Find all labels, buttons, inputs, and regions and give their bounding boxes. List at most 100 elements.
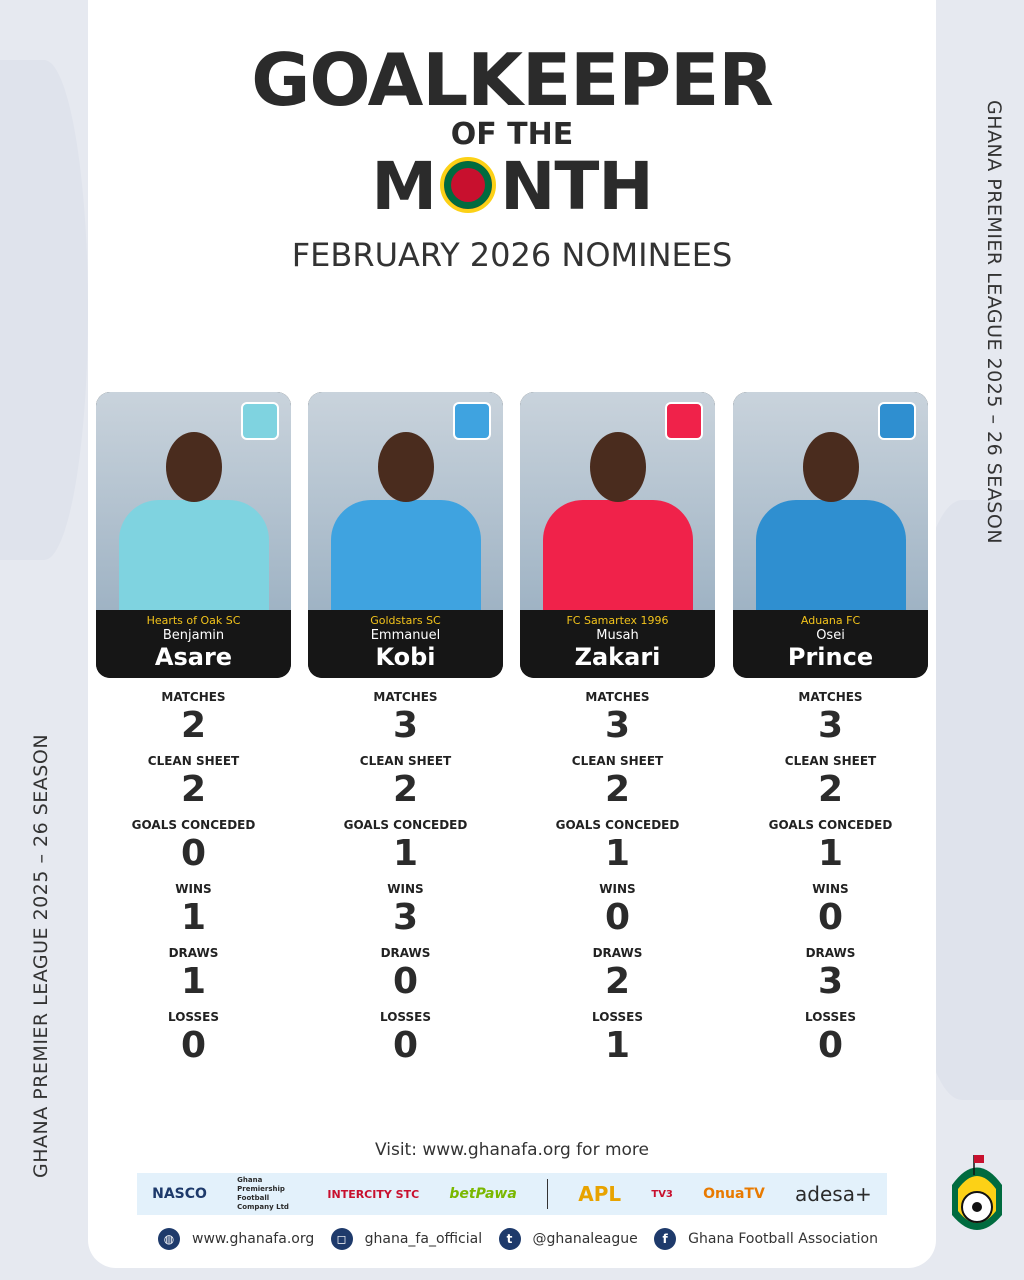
twitter-icon: t [498,1228,521,1250]
player-first-name: Osei [816,628,845,643]
social-twitter[interactable]: t @ghanaleague [498,1228,638,1250]
stat-value: 0 [180,1025,207,1066]
stat-label: WINS [387,882,424,896]
gfa-logo [952,1155,1002,1230]
stat-value: 0 [817,1025,844,1066]
sponsor-onua: OnuaTV [703,1186,765,1202]
stat-value: 2 [604,961,631,1002]
sponsor-betpawa: betPawa [449,1186,517,1202]
stat-value: 1 [604,1025,631,1066]
stat-label: MATCHES [798,690,863,704]
globe-icon: ◍ [158,1228,180,1250]
stat-value: 1 [392,833,419,874]
stat-label: DRAWS [168,946,219,960]
stat-label: GOALS CONCEDED [768,818,893,832]
subtitle: FEBRUARY 2026 NOMINEES [291,236,733,274]
player-head [589,432,646,502]
player-photo [308,392,503,610]
gpl-crest-icon [440,157,497,213]
nominee-card: FC Samartex 1996 Musah Zakari [520,392,715,678]
sponsor-gpl: Ghana Premiership Football Company Ltd [237,1176,289,1211]
player-photo [520,392,715,610]
player-first-name: Benjamin [162,628,225,643]
club-name: Hearts of Oak SC [146,614,241,627]
stat-label: CLEAN SHEET [359,754,452,768]
social-links: ◍ www.ghanafa.org ◻ ghana_fa_official t @gh… [158,1228,878,1250]
stat-label: GOALS CONCEDED [343,818,468,832]
player-photo [733,392,928,610]
club-logo-icon [665,402,703,440]
stat-value: 2 [180,769,207,810]
sponsor-adesa: adesa+ [795,1182,872,1206]
instagram-icon: ◻ [330,1228,353,1250]
stat-label: LOSSES [591,1010,643,1024]
stat-value: 2 [604,769,631,810]
stat-label: WINS [599,882,636,896]
player-first-name: Emmanuel [370,628,441,643]
club-name: FC Samartex 1996 [566,614,669,627]
stat-value: 3 [817,705,844,746]
title-of-the: OF THE [450,117,574,152]
stat-label: DRAWS [592,946,643,960]
club-logo-icon [241,402,279,440]
stat-label: LOSSES [804,1010,856,1024]
sponsor-tv3: TV3 [651,1188,673,1200]
nominee-stats: MATCHES 2 CLEAN SHEET 2 GOALS CONCEDED 0 WINS 1… [96,690,291,1074]
player-kit [118,500,269,610]
club-name: Goldstars SC [370,614,441,627]
stat-value: 2 [180,705,207,746]
nominee-card: Aduana FC Osei Prince [733,392,928,678]
stat-label: LOSSES [167,1010,219,1024]
stat-value: 3 [392,897,419,938]
social-label: @ghanaleague [532,1231,638,1247]
social-instagram[interactable]: ◻ ghana_fa_official [330,1228,483,1250]
nominee-card: Goldstars SC Emmanuel Kobi [308,392,503,678]
stat-value: 0 [817,897,844,938]
player-photo [96,392,291,610]
stat-label: GOALS CONCEDED [555,818,680,832]
player-last-name: Prince [787,643,874,671]
stat-label: CLEAN SHEET [147,754,240,768]
player-head [802,432,859,502]
stat-label: DRAWS [805,946,856,960]
player-last-name: Asare [154,643,233,671]
facebook-icon: f [654,1228,677,1250]
stat-value: 0 [180,833,207,874]
social-website[interactable]: ◍ www.ghanafa.org [158,1228,314,1250]
social-facebook[interactable]: f Ghana Football Association [654,1228,878,1250]
season-side-text: GHANA PREMIER LEAGUE 2025 – 26 SEASON [983,100,1005,545]
stat-label: CLEAN SHEET [784,754,877,768]
title-month: M NTH [0,154,1024,220]
player-name-band: FC Samartex 1996 Musah Zakari [520,610,715,678]
stat-label: WINS [175,882,212,896]
stat-label: LOSSES [379,1010,431,1024]
nominee-stats: MATCHES 3 CLEAN SHEET 2 GOALS CONCEDED 1 WINS 0… [520,690,715,1074]
stat-value: 0 [392,961,419,1002]
stat-value: 1 [180,961,207,1002]
stat-value: 2 [817,769,844,810]
stat-value: 0 [392,1025,419,1066]
title-nth: NTH [500,148,653,225]
player-name-band: Hearts of Oak SC Benjamin Asare [96,610,291,678]
player-kit [755,500,906,610]
bg-shape [0,60,88,560]
player-kit [330,500,481,610]
stat-value: 3 [604,705,631,746]
player-kit [542,500,693,610]
social-label: ghana_fa_official [364,1231,483,1247]
club-logo-icon [878,402,916,440]
divider [547,1179,549,1209]
player-last-name: Kobi [375,643,436,671]
club-name: Aduana FC [800,614,861,627]
stat-label: MATCHES [585,690,650,704]
player-name-band: Aduana FC Osei Prince [733,610,928,678]
stat-value: 1 [604,833,631,874]
nominee-stats: MATCHES 3 CLEAN SHEET 2 GOALS CONCEDED 1 WINS 3… [308,690,503,1074]
nominee-stats: MATCHES 3 CLEAN SHEET 2 GOALS CONCEDED 1 WINS 0… [733,690,928,1074]
player-first-name: Musah [596,628,639,643]
social-label: www.ghanafa.org [192,1231,315,1247]
stat-label: CLEAN SHEET [571,754,664,768]
player-head [165,432,222,502]
player-name-band: Goldstars SC Emmanuel Kobi [308,610,503,678]
sponsor-apl: APL [578,1182,622,1206]
